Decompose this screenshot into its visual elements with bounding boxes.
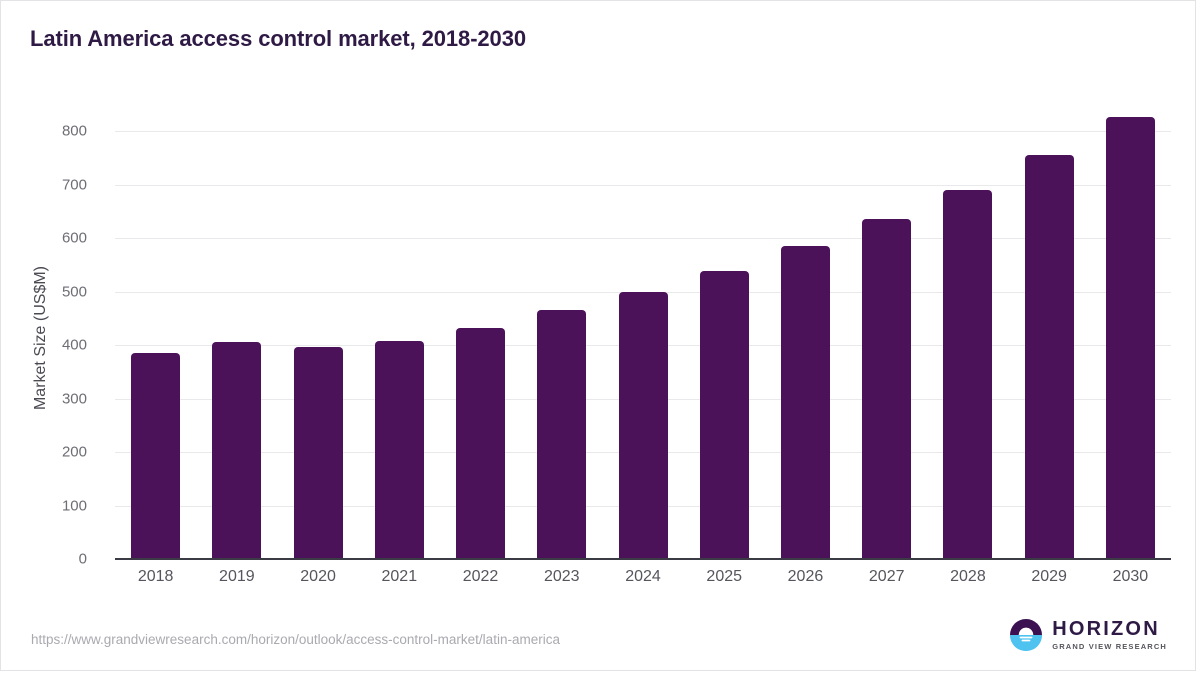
- bar-2025[interactable]: [699, 270, 749, 559]
- y-axis-tick-label: 500: [61, 283, 87, 301]
- y-axis-tick-label: 0: [78, 550, 87, 568]
- x-axis-line: [115, 558, 1171, 560]
- bar-2022[interactable]: [456, 327, 506, 559]
- bar-2030[interactable]: [1105, 116, 1155, 559]
- x-axis-tick-label-2023: 2023: [543, 568, 580, 585]
- x-axis-tick-label-2025: 2025: [706, 568, 743, 585]
- x-axis-tick-label-2030: 2030: [1112, 568, 1149, 585]
- x-axis-tick-label-2029: 2029: [1031, 568, 1067, 585]
- y-axis-tick-label: 200: [61, 443, 87, 461]
- y-axis-tick-label: 400: [61, 336, 87, 354]
- bar-2027[interactable]: [862, 219, 912, 559]
- x-axis-tick-label-2022: 2022: [462, 568, 499, 585]
- horizon-logo-wordmark: HORIZON: [1052, 618, 1160, 641]
- gridline: [115, 131, 1171, 133]
- bar-2023[interactable]: [537, 310, 587, 559]
- y-axis-tick-label: 300: [61, 390, 87, 408]
- bar-2026[interactable]: [780, 246, 830, 559]
- bar-2019[interactable]: [212, 341, 262, 559]
- horizon-logo[interactable]: HORIZON GRAND VIEW RESEARCH: [1009, 618, 1167, 652]
- page-title: Latin America access control market, 201…: [30, 26, 526, 51]
- horizon-logo-text: HORIZON GRAND VIEW RESEARCH: [1052, 619, 1167, 651]
- plot-area: [115, 99, 1171, 559]
- y-axis-tick-label: 100: [61, 497, 87, 514]
- horizon-logo-icon: [1010, 619, 1043, 651]
- gridline: [115, 238, 1171, 240]
- x-axis-tick-label-2024: 2024: [625, 568, 661, 585]
- bar-2024[interactable]: [618, 291, 668, 559]
- y-axis-tick-label: 700: [61, 176, 87, 194]
- x-axis-tick-label-2019: 2019: [219, 568, 255, 585]
- gridline: [115, 184, 1171, 186]
- y-axis-tick-label: 800: [61, 122, 87, 140]
- source-url[interactable]: https://www.grandviewresearch.com/horizo…: [31, 632, 560, 647]
- bar-2021[interactable]: [374, 341, 424, 559]
- bar-2020[interactable]: [293, 347, 343, 559]
- x-axis-tick-label-2027: 2027: [868, 568, 905, 585]
- x-axis-tick-label-2021: 2021: [381, 568, 418, 585]
- bar-2028[interactable]: [943, 189, 993, 559]
- bar-2029[interactable]: [1024, 155, 1074, 559]
- x-axis-tick-label-2028: 2028: [950, 568, 986, 585]
- y-axis-tick-label: 600: [61, 229, 87, 247]
- x-axis-tick-label-2020: 2020: [300, 568, 336, 585]
- x-axis-tick-label-2018: 2018: [137, 568, 174, 585]
- horizon-logo-subtitle: GRAND VIEW RESEARCH: [1052, 642, 1167, 652]
- x-axis-tick-label-2026: 2026: [787, 568, 824, 585]
- bar-2018[interactable]: [131, 352, 181, 559]
